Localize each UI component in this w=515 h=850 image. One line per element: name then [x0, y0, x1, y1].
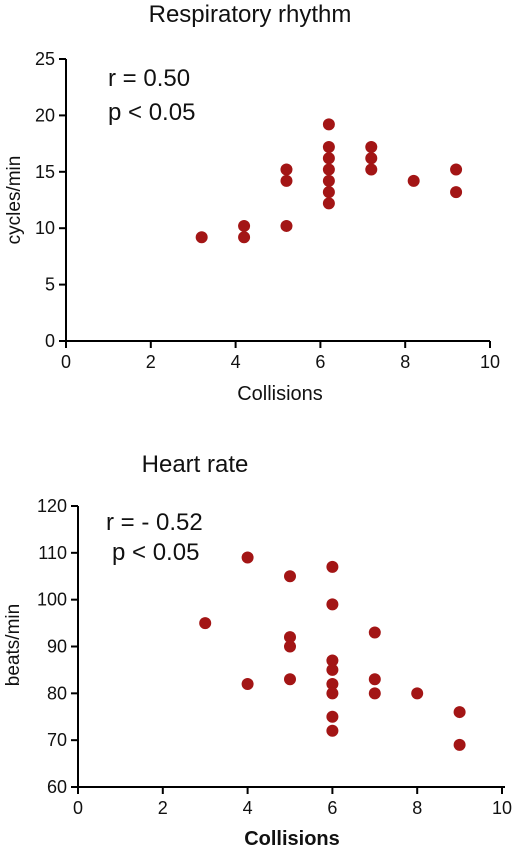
respiratory-data-point [322, 174, 335, 187]
respiratory-data-point [238, 231, 251, 244]
respiratory-data-point [280, 163, 293, 176]
heart-rate-r-annotation: r = - 0.52 [106, 509, 203, 536]
heart-rate-x-tick-label: 2 [158, 798, 168, 818]
heart-rate-x-tick-label: 6 [327, 798, 337, 818]
heart-rate-data-point [241, 677, 254, 690]
respiratory-y-tick-label: 5 [45, 275, 55, 295]
heart-rate-y-tick-label: 70 [47, 730, 67, 750]
respiratory-data-point [450, 186, 463, 199]
respiratory-y-axis-label: cycles/min [4, 156, 25, 245]
heart-rate-y-ticks: 60 70 80 90 100 110 120 [37, 496, 78, 797]
respiratory-data-point [365, 152, 378, 165]
respiratory-data-point [322, 140, 335, 153]
heart-rate-data-point [284, 631, 296, 644]
respiratory-x-axis-label: Collisions [237, 383, 323, 405]
heart-rate-data-point [199, 617, 212, 630]
respiratory-x-tick-label: 2 [146, 352, 156, 372]
heart-rate-data-point [326, 677, 339, 690]
heart-rate-x-ticks: 0 2 4 6 8 10 [73, 787, 512, 818]
heart-rate-y-tick-label: 60 [47, 777, 67, 797]
respiratory-x-ticks: 0 2 4 6 8 10 [61, 341, 500, 372]
respiratory-data-point [322, 163, 335, 176]
heart-rate-y-tick-label: 90 [47, 637, 67, 657]
heart-rate-data-point [326, 560, 339, 573]
respiratory-points [195, 118, 463, 244]
respiratory-data-point [322, 118, 335, 131]
respiratory-y-ticks: 0 5 10 15 20 25 [35, 49, 66, 351]
respiratory-chart: Respiratory rhythm r = 0.50 p < 0.05 cyc… [4, 1, 500, 405]
respiratory-data-point [450, 163, 463, 176]
heart-rate-points [199, 551, 466, 751]
respiratory-chart-title: Respiratory rhythm [149, 1, 352, 28]
heart-rate-data-point [326, 663, 339, 676]
respiratory-data-point [280, 174, 293, 187]
heart-rate-data-point [326, 710, 339, 723]
heart-rate-x-axis-label: Collisions [244, 828, 340, 850]
heart-rate-data-point [326, 724, 339, 737]
respiratory-y-tick-label: 15 [35, 162, 55, 182]
respiratory-data-point [365, 140, 378, 153]
heart-rate-chart-title: Heart rate [142, 451, 249, 478]
heart-rate-p-annotation: p < 0.05 [112, 539, 199, 566]
heart-rate-data-point [368, 673, 381, 686]
respiratory-data-point [322, 186, 335, 199]
heart-rate-data-point [284, 673, 296, 686]
heart-rate-data-point [326, 687, 339, 700]
respiratory-x-tick-label: 6 [315, 352, 325, 372]
heart-rate-x-tick-label: 8 [412, 798, 422, 818]
respiratory-data-point [195, 231, 208, 244]
heart-rate-data-point [368, 687, 381, 700]
respiratory-data-point [322, 152, 335, 165]
respiratory-data-point [280, 219, 293, 232]
respiratory-data-point [365, 163, 378, 176]
respiratory-y-tick-label: 25 [35, 49, 55, 69]
heart-rate-data-point [326, 654, 339, 667]
heart-rate-y-tick-label: 120 [37, 496, 67, 516]
heart-rate-y-tick-label: 110 [38, 543, 67, 563]
respiratory-y-tick-label: 10 [35, 218, 55, 238]
respiratory-y-tick-label: 20 [35, 105, 55, 125]
respiratory-x-tick-label: 0 [61, 352, 71, 372]
heart-rate-data-point [284, 570, 296, 583]
heart-rate-data-point [453, 706, 466, 719]
respiratory-x-tick-label: 4 [231, 352, 241, 372]
respiratory-r-annotation: r = 0.50 [108, 65, 190, 92]
heart-rate-y-tick-label: 80 [47, 683, 67, 703]
heart-rate-x-tick-label: 0 [73, 798, 83, 818]
heart-rate-x-tick-label: 10 [492, 798, 512, 818]
heart-rate-data-point [326, 598, 339, 611]
respiratory-data-point [322, 197, 335, 210]
heart-rate-data-point [284, 640, 296, 653]
heart-rate-y-tick-label: 100 [37, 590, 67, 610]
heart-rate-data-point [241, 551, 254, 564]
heart-rate-data-point [411, 687, 424, 700]
respiratory-data-point [407, 174, 420, 187]
heart-rate-y-axis-label: beats/min [3, 604, 24, 686]
respiratory-p-annotation: p < 0.05 [108, 99, 195, 126]
heart-rate-data-point [453, 738, 466, 751]
respiratory-x-tick-label: 10 [480, 352, 500, 372]
respiratory-x-tick-label: 8 [400, 352, 410, 372]
heart-rate-chart: Heart rate r = - 0.52 p < 0.05 beats/min… [3, 451, 512, 850]
heart-rate-x-tick-label: 4 [243, 798, 253, 818]
respiratory-data-point [238, 219, 251, 232]
heart-rate-data-point [368, 626, 381, 639]
respiratory-y-tick-label: 0 [45, 331, 55, 351]
